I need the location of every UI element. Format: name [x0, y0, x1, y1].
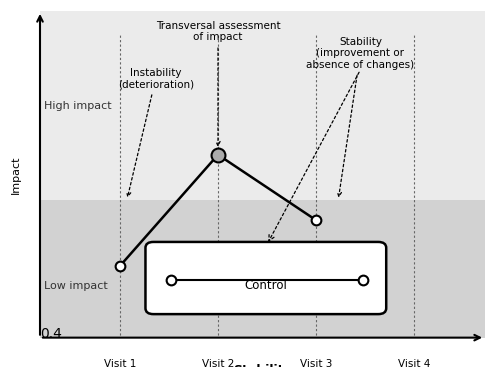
Bar: [40, 11, 485, 200]
Text: Visit 3: Visit 3: [300, 359, 332, 367]
Text: High impact: High impact: [44, 101, 112, 111]
Text: Impact: Impact: [10, 155, 20, 193]
Text: Instability
(deterioration): Instability (deterioration): [118, 68, 194, 196]
Text: Low impact: Low impact: [44, 280, 108, 291]
Text: Visit 2: Visit 2: [202, 359, 234, 367]
Text: Transversal assessment
of impact: Transversal assessment of impact: [156, 21, 280, 146]
FancyBboxPatch shape: [146, 242, 386, 314]
Bar: [40, 200, 485, 338]
Text: Stability
(improvement or
absence of changes): Stability (improvement or absence of cha…: [306, 37, 414, 196]
Text: Control: Control: [244, 279, 288, 292]
Text: Visit 1: Visit 1: [104, 359, 136, 367]
Text: Visit 4: Visit 4: [398, 359, 430, 367]
Text: Stability: Stability: [233, 364, 292, 367]
Text: 0.4: 0.4: [40, 327, 62, 341]
